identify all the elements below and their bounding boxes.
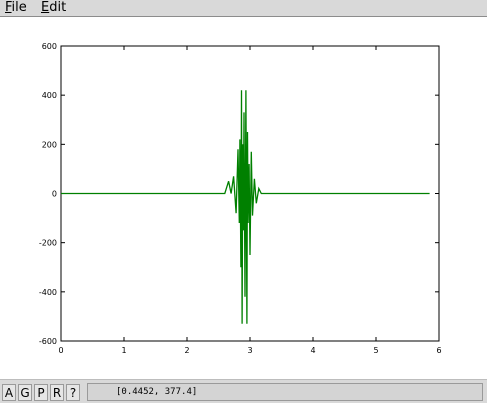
y-tick-label: 600 bbox=[42, 42, 57, 51]
x-tick-label: 1 bbox=[121, 346, 126, 355]
y-tick-label: 200 bbox=[42, 140, 57, 149]
toolbar-button-help[interactable]: ? bbox=[66, 384, 80, 401]
bottom-toolbar: A G P R ? [0.4452, 377.4] bbox=[0, 379, 487, 403]
menu-file[interactable]: File bbox=[5, 0, 27, 16]
coordinate-readout: [0.4452, 377.4] bbox=[87, 383, 483, 401]
toolbar-button-replot[interactable]: R bbox=[50, 384, 64, 401]
chart-svg[interactable]: 0 1 2 3 4 5 6 600 400 200 0 -200 -400 -600 bbox=[0, 17, 487, 379]
toolbar-button-print[interactable]: P bbox=[34, 384, 48, 401]
menu-edit-mnemonic: E bbox=[41, 0, 50, 15]
y-tick-label: -400 bbox=[39, 288, 57, 297]
toolbar-button-grid[interactable]: G bbox=[18, 384, 32, 401]
x-tick-label: 0 bbox=[58, 346, 63, 355]
series-line bbox=[61, 90, 430, 324]
plot-area[interactable]: 0 1 2 3 4 5 6 600 400 200 0 -200 -400 -600 bbox=[0, 17, 487, 379]
x-tick-label: 6 bbox=[436, 346, 441, 355]
toolbar-button-autoscale[interactable]: A bbox=[2, 384, 16, 401]
menu-file-mnemonic: F bbox=[5, 0, 12, 15]
menu-bar: File Edit bbox=[0, 0, 487, 17]
y-tick-label: -200 bbox=[39, 239, 57, 248]
y-tick-label: 400 bbox=[42, 91, 57, 100]
x-tick-label: 5 bbox=[373, 346, 378, 355]
y-tick-label: 0 bbox=[52, 190, 57, 199]
menu-edit[interactable]: Edit bbox=[41, 0, 66, 16]
x-tick-label: 2 bbox=[184, 346, 189, 355]
menu-edit-label: dit bbox=[49, 0, 67, 15]
x-tick-label: 4 bbox=[310, 346, 315, 355]
menu-file-label: ile bbox=[11, 0, 27, 15]
y-tick-label: -600 bbox=[39, 337, 57, 346]
x-tick-label: 3 bbox=[247, 346, 252, 355]
